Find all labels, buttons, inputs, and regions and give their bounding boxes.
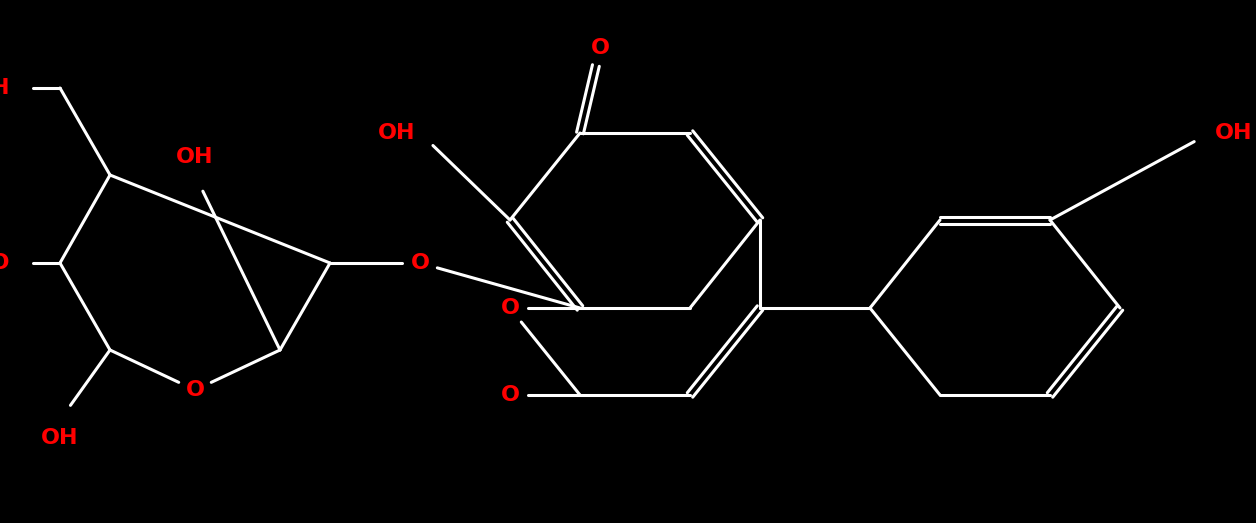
Text: O: O (500, 385, 520, 405)
Text: O: O (411, 253, 430, 273)
Text: OH: OH (176, 147, 214, 167)
Text: O: O (186, 380, 205, 400)
Text: O: O (590, 38, 609, 58)
Text: OH: OH (1215, 123, 1252, 143)
Text: OH: OH (0, 78, 10, 98)
Text: HO: HO (0, 253, 10, 273)
Text: OH: OH (378, 123, 414, 143)
Text: OH: OH (41, 428, 79, 448)
Text: O: O (500, 298, 520, 318)
